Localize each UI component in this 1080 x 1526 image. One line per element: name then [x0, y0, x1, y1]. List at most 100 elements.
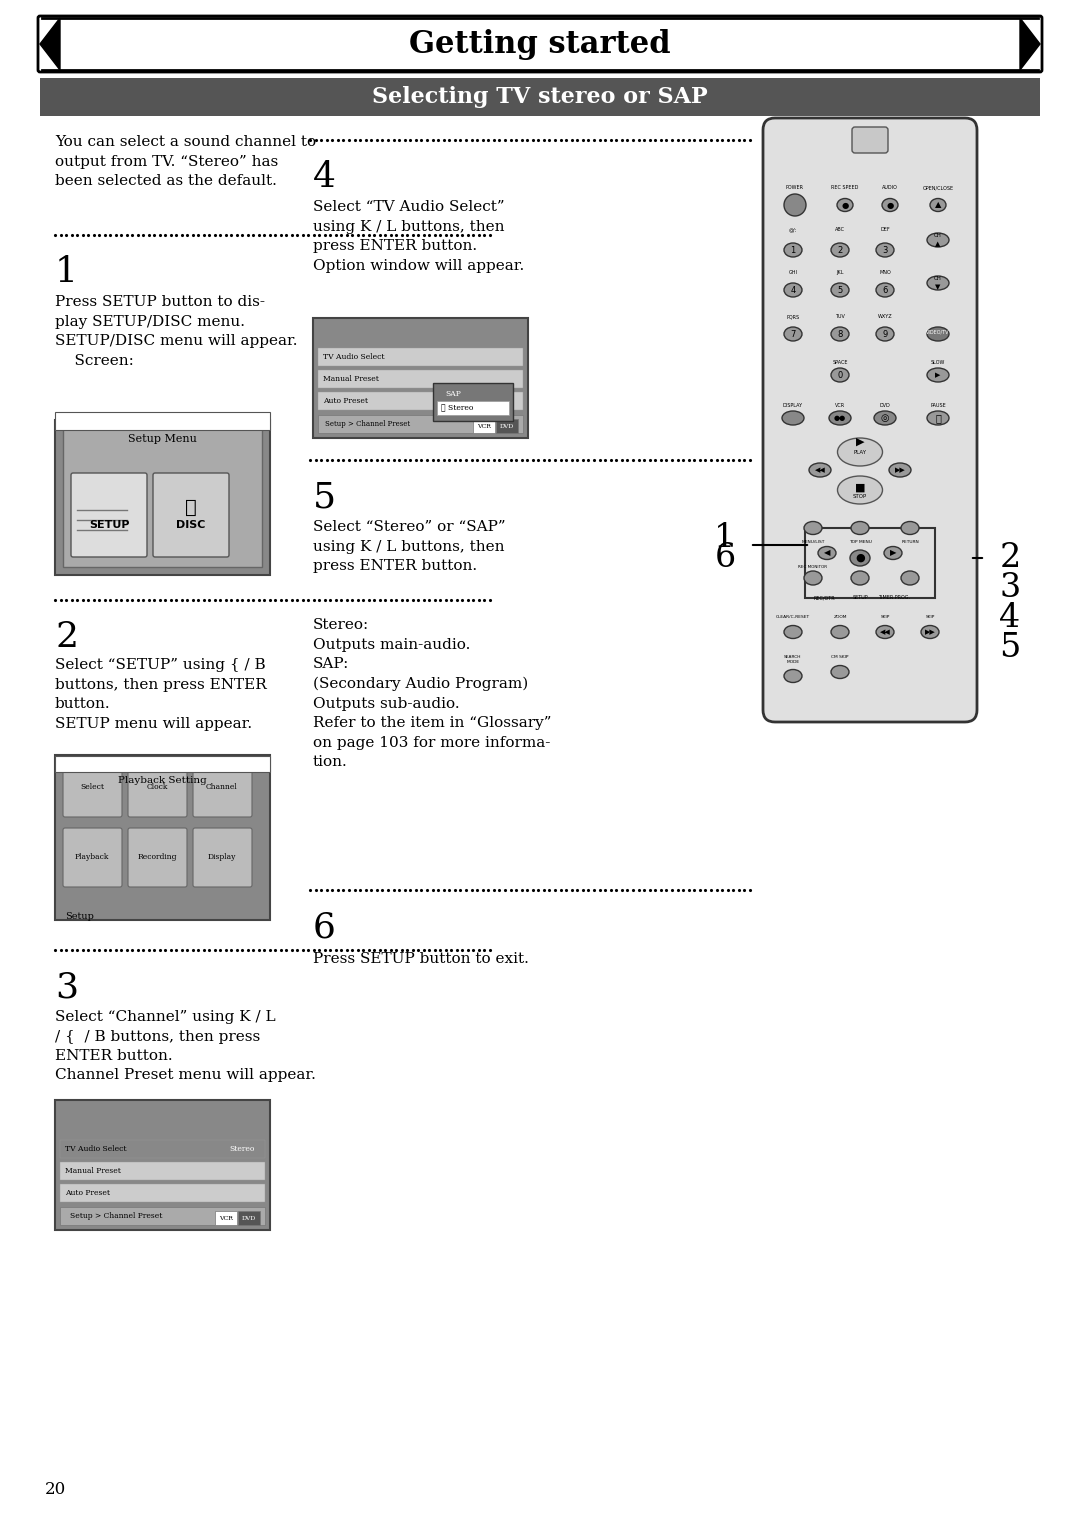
- Text: 2: 2: [999, 542, 1021, 574]
- Text: ●●: ●●: [834, 415, 846, 421]
- Text: Setup > Channel Preset: Setup > Channel Preset: [325, 420, 410, 427]
- Text: @/:: @/:: [788, 227, 797, 232]
- Text: STOP: STOP: [853, 494, 867, 499]
- FancyBboxPatch shape: [193, 829, 252, 887]
- Bar: [313, 317, 528, 438]
- FancyBboxPatch shape: [129, 758, 187, 816]
- Text: ✓ Stereo: ✓ Stereo: [441, 404, 473, 412]
- Text: 5: 5: [837, 285, 842, 295]
- Text: Stereo: Stereo: [230, 1144, 255, 1154]
- Text: SAP: SAP: [445, 391, 461, 398]
- Ellipse shape: [876, 282, 894, 298]
- FancyBboxPatch shape: [129, 829, 187, 887]
- Text: TV Audio Select: TV Audio Select: [65, 1144, 126, 1154]
- Text: Setup: Setup: [65, 913, 94, 922]
- FancyBboxPatch shape: [63, 758, 122, 816]
- Text: 9: 9: [882, 330, 888, 339]
- FancyBboxPatch shape: [762, 118, 977, 722]
- Ellipse shape: [927, 368, 949, 382]
- FancyBboxPatch shape: [153, 473, 229, 557]
- Text: Manual Preset: Manual Preset: [323, 375, 379, 383]
- Bar: [473, 420, 495, 433]
- Text: SETUP: SETUP: [852, 595, 868, 600]
- Text: 20: 20: [45, 1482, 66, 1499]
- Text: ▼: ▼: [935, 284, 941, 290]
- Ellipse shape: [831, 282, 849, 298]
- Text: DVD: DVD: [879, 403, 890, 407]
- Text: VCR: VCR: [835, 403, 845, 407]
- Text: ZOOM: ZOOM: [834, 615, 847, 620]
- Ellipse shape: [876, 243, 894, 256]
- Bar: [40, 78, 1040, 116]
- Text: 6: 6: [882, 285, 888, 295]
- Text: 1: 1: [791, 246, 796, 255]
- Ellipse shape: [921, 626, 939, 638]
- Text: ◀◀: ◀◀: [814, 467, 825, 473]
- Bar: [496, 420, 518, 433]
- Text: SKIP: SKIP: [880, 615, 890, 620]
- FancyBboxPatch shape: [63, 829, 122, 887]
- Text: ▶: ▶: [855, 436, 864, 447]
- Text: Auto Preset: Auto Preset: [323, 397, 368, 404]
- Ellipse shape: [874, 410, 896, 426]
- Text: TUV: TUV: [835, 314, 845, 319]
- Text: Setup > Channel Preset: Setup > Channel Preset: [70, 1212, 162, 1219]
- Ellipse shape: [809, 462, 831, 478]
- Bar: [55, 755, 270, 772]
- Text: Select: Select: [80, 783, 104, 790]
- Text: ●: ●: [887, 200, 893, 209]
- Text: DVD: DVD: [500, 424, 514, 429]
- Text: DVD: DVD: [242, 1216, 256, 1221]
- Bar: [238, 1212, 260, 1225]
- Ellipse shape: [837, 198, 853, 212]
- Text: Manual Preset: Manual Preset: [65, 1167, 121, 1175]
- Bar: [805, 528, 935, 598]
- Bar: [215, 1212, 237, 1225]
- Bar: [60, 1207, 265, 1225]
- Text: 0: 0: [837, 371, 842, 380]
- Text: ▶▶: ▶▶: [924, 629, 935, 635]
- Ellipse shape: [876, 626, 894, 638]
- Text: ◀: ◀: [824, 548, 831, 557]
- Bar: [318, 348, 523, 366]
- Ellipse shape: [784, 670, 802, 682]
- Polygon shape: [1020, 18, 1040, 70]
- Bar: [55, 412, 270, 430]
- Ellipse shape: [804, 522, 822, 534]
- Text: 3: 3: [55, 971, 78, 1004]
- Ellipse shape: [927, 233, 949, 247]
- Text: Setup Menu: Setup Menu: [129, 433, 197, 444]
- Ellipse shape: [837, 476, 882, 504]
- Text: CM SKIP: CM SKIP: [832, 655, 849, 659]
- Text: 8: 8: [837, 330, 842, 339]
- Text: 2: 2: [55, 620, 78, 655]
- Text: SLOW: SLOW: [931, 360, 945, 365]
- Text: 5: 5: [313, 481, 336, 514]
- Text: Recording: Recording: [137, 853, 177, 861]
- Ellipse shape: [882, 198, 897, 212]
- Text: 6: 6: [714, 542, 735, 574]
- Bar: [318, 369, 523, 388]
- Ellipse shape: [784, 282, 802, 298]
- Text: OPEN/CLOSE: OPEN/CLOSE: [922, 185, 954, 191]
- Text: ■: ■: [854, 484, 865, 493]
- Text: PQRS: PQRS: [786, 314, 799, 319]
- Text: SETUP: SETUP: [89, 520, 130, 530]
- Text: SPACE: SPACE: [833, 360, 848, 365]
- Text: JKL: JKL: [836, 270, 843, 275]
- Polygon shape: [40, 18, 60, 70]
- Text: DEF: DEF: [880, 227, 890, 232]
- Bar: [55, 1100, 270, 1230]
- Ellipse shape: [831, 327, 849, 340]
- Ellipse shape: [927, 276, 949, 290]
- Text: 4: 4: [999, 601, 1021, 633]
- Text: Select “TV Audio Select”
using K / L buttons, then
press ENTER button.
Option wi: Select “TV Audio Select” using K / L but…: [313, 200, 524, 273]
- Text: VCR: VCR: [219, 1216, 233, 1221]
- Text: Getting started: Getting started: [409, 29, 671, 60]
- Ellipse shape: [851, 522, 869, 534]
- Text: You can select a sound channel to
output from TV. “Stereo” has
been selected as : You can select a sound channel to output…: [55, 134, 316, 188]
- FancyBboxPatch shape: [71, 473, 147, 557]
- Text: PLAY: PLAY: [853, 450, 866, 455]
- Text: REC SPEED: REC SPEED: [832, 185, 859, 191]
- FancyBboxPatch shape: [193, 758, 252, 816]
